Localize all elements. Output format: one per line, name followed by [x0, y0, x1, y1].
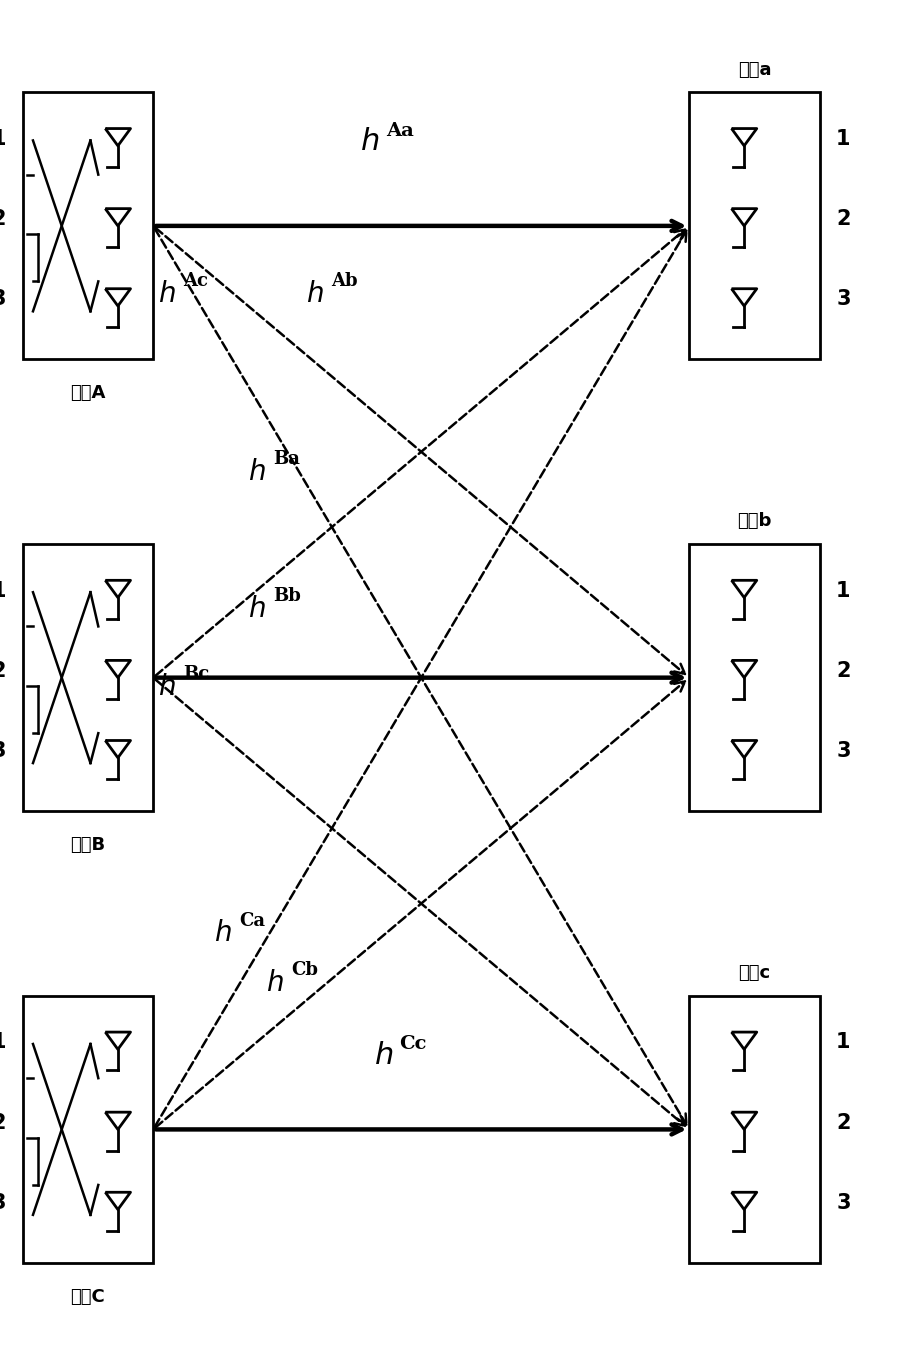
Text: 基站B: 基站B — [70, 835, 105, 854]
Text: 1: 1 — [0, 580, 6, 601]
Text: Cc: Cc — [399, 1035, 427, 1053]
Text: $h$: $h$ — [248, 459, 266, 486]
Text: 1: 1 — [836, 580, 851, 601]
Text: Ca: Ca — [239, 912, 265, 930]
Text: 3: 3 — [836, 289, 851, 309]
Text: 3: 3 — [836, 741, 851, 761]
Bar — [689, 543, 820, 810]
Text: 2: 2 — [836, 1113, 851, 1132]
Text: 1: 1 — [836, 1032, 851, 1053]
Text: 1: 1 — [0, 129, 6, 149]
Text: 2: 2 — [836, 661, 851, 680]
Text: 用户c: 用户c — [739, 964, 770, 983]
Bar — [689, 93, 820, 360]
Text: 2: 2 — [0, 209, 6, 229]
Text: $h$: $h$ — [158, 281, 176, 308]
Bar — [23, 997, 153, 1262]
Bar — [23, 543, 153, 810]
Text: 基站C: 基站C — [70, 1287, 105, 1306]
Text: 3: 3 — [0, 741, 6, 761]
Bar — [23, 93, 153, 360]
Text: Cb: Cb — [291, 961, 318, 979]
Text: 2: 2 — [0, 1113, 6, 1132]
Text: 1: 1 — [836, 129, 851, 149]
Text: 3: 3 — [836, 1192, 851, 1213]
Text: 3: 3 — [0, 1192, 6, 1213]
Text: Bc: Bc — [183, 665, 209, 683]
Text: $h$: $h$ — [158, 674, 176, 701]
Text: $h$: $h$ — [248, 596, 266, 623]
Bar — [689, 997, 820, 1262]
Text: Bb: Bb — [273, 587, 301, 605]
Text: Aa: Aa — [386, 122, 414, 140]
Text: 用户a: 用户a — [738, 60, 771, 79]
Text: $h$: $h$ — [360, 126, 379, 157]
Text: 2: 2 — [836, 209, 851, 229]
Text: 用户b: 用户b — [737, 512, 772, 530]
Text: $h$: $h$ — [306, 281, 324, 308]
Text: 基站A: 基站A — [70, 385, 105, 402]
Text: $h$: $h$ — [266, 969, 284, 997]
Text: 2: 2 — [0, 661, 6, 680]
Text: 3: 3 — [0, 289, 6, 309]
Text: Ab: Ab — [332, 272, 359, 290]
Text: 1: 1 — [0, 1032, 6, 1053]
Text: $h$: $h$ — [374, 1039, 393, 1071]
Text: Ba: Ba — [273, 450, 300, 468]
Text: $h$: $h$ — [214, 920, 232, 947]
Text: Ac: Ac — [183, 272, 208, 290]
